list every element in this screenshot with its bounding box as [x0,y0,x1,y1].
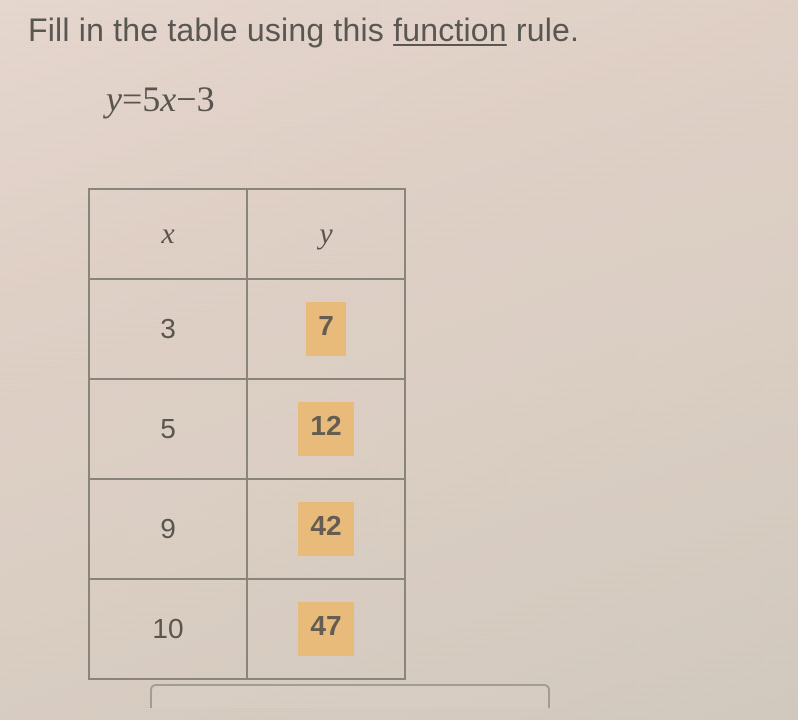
table-row: 9 42 [89,479,405,579]
cell-y: 42 [247,479,405,579]
eq-rhs-var: x [160,79,176,119]
cell-x: 5 [89,379,247,479]
table-row: 5 12 [89,379,405,479]
eq-lhs-var: y [106,79,122,119]
cell-y: 12 [247,379,405,479]
eq-op: − [176,79,196,119]
answer-value[interactable]: 7 [306,302,346,356]
cell-x: 10 [89,579,247,679]
function-table-container: x y 3 7 5 12 9 42 10 47 [88,188,406,680]
table-row: 3 7 [89,279,405,379]
answer-value[interactable]: 42 [298,502,353,556]
function-table: x y 3 7 5 12 9 42 10 47 [88,188,406,680]
instruction-text: Fill in the table using this function ru… [28,12,579,49]
instruction-suffix: rule. [507,12,579,48]
header-x: x [89,189,247,279]
table-row: 10 47 [89,579,405,679]
table-header-row: x y [89,189,405,279]
function-rule-equation: y=5x−3 [106,78,215,120]
instruction-prefix: Fill in the table using this [28,12,393,48]
cell-x: 3 [89,279,247,379]
answer-value[interactable]: 47 [298,602,353,656]
cell-y: 7 [247,279,405,379]
function-link[interactable]: function [393,12,507,48]
header-y: y [247,189,405,279]
eq-const: 3 [197,79,215,119]
cell-y: 47 [247,579,405,679]
footer-panel-edge [150,684,550,708]
cell-x: 9 [89,479,247,579]
eq-coeff: 5 [142,79,160,119]
eq-equals: = [122,79,142,119]
answer-value[interactable]: 12 [298,402,353,456]
